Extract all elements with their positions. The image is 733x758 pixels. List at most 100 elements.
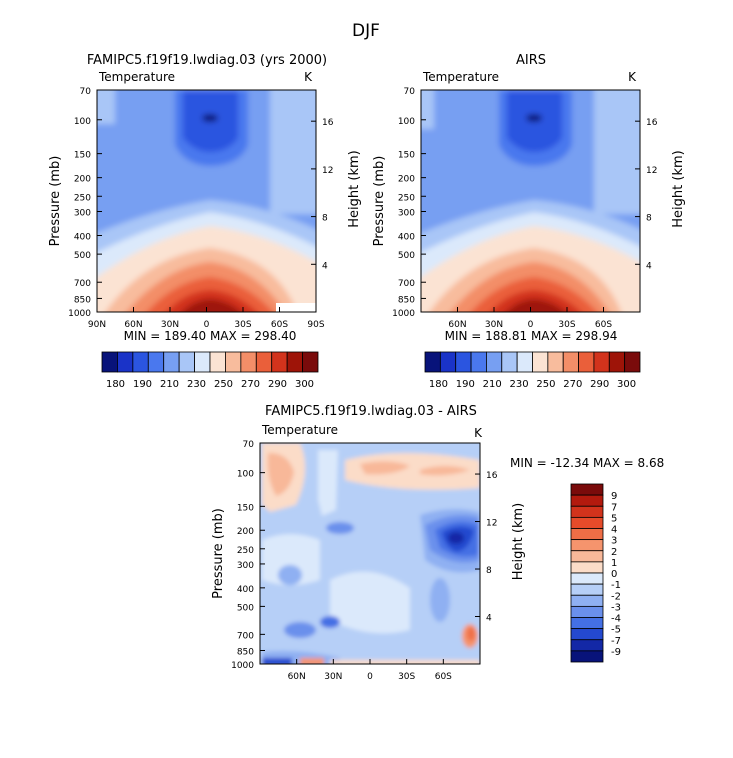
panel-model-ytick-label: 850 bbox=[74, 295, 91, 305]
panel-model-ytick-label: 700 bbox=[74, 279, 91, 289]
panel-diff-xtick-label: 30S bbox=[398, 672, 415, 682]
panel-diff-colorbar-swatch bbox=[570, 539, 604, 552]
panel-diff-colorbar-level-label: 7 bbox=[611, 502, 617, 513]
panel-model-field bbox=[97, 90, 316, 312]
panel-airs-colorbar-level-label: 190 bbox=[456, 379, 475, 390]
panel-diff-xtick-label: 60N bbox=[288, 672, 306, 682]
panel-airs-colorbar-level-label: 230 bbox=[510, 379, 529, 390]
panel-diff-colorbar-swatch bbox=[570, 483, 604, 496]
panel-model-colorbar-swatch bbox=[132, 351, 149, 373]
panel-airs-colorbar-level-label: 300 bbox=[617, 379, 636, 390]
panel-diff-colorbar-swatch bbox=[570, 505, 604, 518]
panel-airs-colorbar-swatch bbox=[470, 351, 487, 373]
panel-airs-ytick-label: 500 bbox=[398, 251, 415, 261]
panel-model-colorbar-level-label: 210 bbox=[160, 379, 179, 390]
panel-model-title: FAMIPC5.f19f19.lwdiag.03 (yrs 2000) bbox=[87, 53, 327, 68]
panel-diff-colorbar-level-label: 5 bbox=[611, 513, 617, 524]
panel-diff-field bbox=[260, 443, 480, 664]
panel-model: FAMIPC5.f19f19.lwdiag.03 (yrs 2000) Temp… bbox=[48, 53, 362, 390]
panel-model-axes: 70 100 150 200 250 300 400 500 700 850 1000 16 12 8 4 9… bbox=[48, 87, 362, 330]
panel-airs-units: K bbox=[628, 70, 637, 84]
panel-airs-ytick-label: 1000 bbox=[392, 309, 415, 319]
panel-diff-colorbar-swatch bbox=[570, 617, 604, 630]
panel-airs-y2tick-label: 16 bbox=[646, 118, 658, 128]
panel-model-ytick-label: 250 bbox=[74, 193, 91, 203]
panel-diff-colorbar-level-label: -1 bbox=[611, 580, 621, 591]
panel-model-colorbar-swatch bbox=[255, 351, 273, 373]
panel-model-ylabel: Pressure (mb) bbox=[48, 156, 63, 247]
panel-diff-colorbar-level-label: -3 bbox=[611, 602, 621, 613]
page-title: DJF bbox=[352, 21, 380, 41]
panel-model-xtick-label: 60N bbox=[124, 320, 142, 330]
panel-airs-colorbar-swatch bbox=[516, 351, 533, 373]
panel-model-left-label: Temperature bbox=[98, 70, 175, 84]
panel-airs-colorbar-swatch bbox=[547, 351, 564, 373]
panel-diff-colorbar-swatch bbox=[570, 583, 604, 596]
panel-model-ytick-label: 1000 bbox=[68, 309, 91, 319]
panel-diff-ytick-label: 100 bbox=[237, 470, 254, 480]
panel-diff-colorbar-level-label: 2 bbox=[611, 547, 617, 558]
panel-airs-y2tick-label: 8 bbox=[646, 214, 652, 224]
panel-model-stats: MIN = 189.40 MAX = 298.40 bbox=[124, 329, 297, 343]
panel-diff-colorbar-level-label: -7 bbox=[611, 636, 621, 647]
panel-diff-y2tick-label: 8 bbox=[486, 566, 492, 576]
panel-airs-colorbar-swatch bbox=[501, 351, 518, 373]
panel-airs-colorbar-level-label: 250 bbox=[536, 379, 555, 390]
panel-model-colorbar-level-label: 180 bbox=[106, 379, 125, 390]
panel-diff-y2tick-label: 12 bbox=[486, 519, 497, 529]
panel-diff-y2tick-label: 4 bbox=[486, 614, 492, 624]
panel-model-colorbar-swatch bbox=[225, 351, 242, 373]
panel-model-ytick-label: 150 bbox=[74, 151, 91, 161]
panel-model-colorbar-swatch bbox=[286, 351, 303, 373]
panel-airs-y2tick-label: 4 bbox=[646, 261, 652, 271]
panel-diff-colorbar-level-label: -9 bbox=[611, 647, 621, 658]
panel-diff-colorbar-level-label: 3 bbox=[611, 536, 617, 547]
panel-airs-ylabel: Pressure (mb) bbox=[372, 156, 387, 247]
panel-model-ytick-label: 200 bbox=[74, 175, 91, 185]
panel-model-y2tick-label: 8 bbox=[322, 214, 328, 224]
panel-airs-colorbar-swatch bbox=[486, 351, 503, 373]
panel-model-y2tick-label: 16 bbox=[322, 118, 334, 128]
panel-model-colorbar-swatch bbox=[209, 351, 226, 373]
panel-airs-field bbox=[421, 90, 640, 312]
panel-diff-colorbar-swatch bbox=[570, 628, 604, 641]
panel-airs-colorbar-swatch bbox=[624, 351, 641, 373]
panel-diff-colorbar-swatch bbox=[570, 494, 604, 507]
panel-airs-colorbar-swatch bbox=[532, 351, 549, 373]
panel-airs-colorbar-swatch bbox=[608, 351, 626, 373]
panel-diff-colorbar-swatch bbox=[570, 650, 604, 663]
panel-diff: FAMIPC5.f19f19.lwdiag.03 - AIRS Temperat… bbox=[211, 404, 664, 682]
panel-diff-colorbar-level-label: 1 bbox=[611, 558, 617, 569]
panel-diff-colorbar-level-label: -2 bbox=[611, 591, 621, 602]
panel-model-ytick-label: 500 bbox=[74, 251, 91, 261]
panel-diff-xtick-label: 0 bbox=[367, 672, 373, 682]
panel-airs-axes: 70 100 150 200 250 300 400 500 700 850 1000 16 12 8 4 6… bbox=[372, 87, 686, 330]
panel-model-colorbar-level-label: 300 bbox=[295, 379, 314, 390]
panel-airs-colorbar-swatch bbox=[578, 351, 595, 373]
panel-airs-ytick-label: 700 bbox=[398, 279, 415, 289]
panel-diff-colorbar-level-label: 4 bbox=[611, 525, 617, 536]
panel-airs-ytick-label: 100 bbox=[398, 117, 415, 127]
panel-model-units: K bbox=[304, 70, 313, 84]
panel-diff-ytick-label: 200 bbox=[237, 527, 254, 537]
panel-airs-ytick-label: 200 bbox=[398, 175, 415, 185]
panel-airs-ytick-label: 150 bbox=[398, 151, 415, 161]
panel-model-colorbar-level-label: 190 bbox=[133, 379, 152, 390]
panel-diff-units: K bbox=[474, 426, 483, 440]
panel-airs-ytick-label: 250 bbox=[398, 193, 415, 203]
panel-diff-title: FAMIPC5.f19f19.lwdiag.03 - AIRS bbox=[265, 404, 477, 419]
panel-model-ytick-label: 300 bbox=[74, 208, 91, 218]
panel-model-colorbar-swatch bbox=[147, 351, 165, 373]
panel-model-xtick-label: 30N bbox=[161, 320, 179, 330]
panel-diff-ytick-label: 1000 bbox=[231, 661, 254, 671]
panel-diff-y2label: Height (km) bbox=[511, 503, 526, 580]
panel-model-xtick-label: 90N bbox=[88, 320, 106, 330]
panel-model-xtick-label: 60S bbox=[271, 320, 288, 330]
panel-diff-ytick-label: 700 bbox=[237, 631, 254, 641]
panel-model-colorbar-swatch bbox=[271, 351, 288, 373]
panel-model-colorbar: 180 190 210 230 250 270 290 300 bbox=[101, 351, 319, 390]
panel-airs-xtick-label: 30N bbox=[485, 320, 503, 330]
panel-diff-colorbar-level-label: -5 bbox=[611, 625, 621, 636]
